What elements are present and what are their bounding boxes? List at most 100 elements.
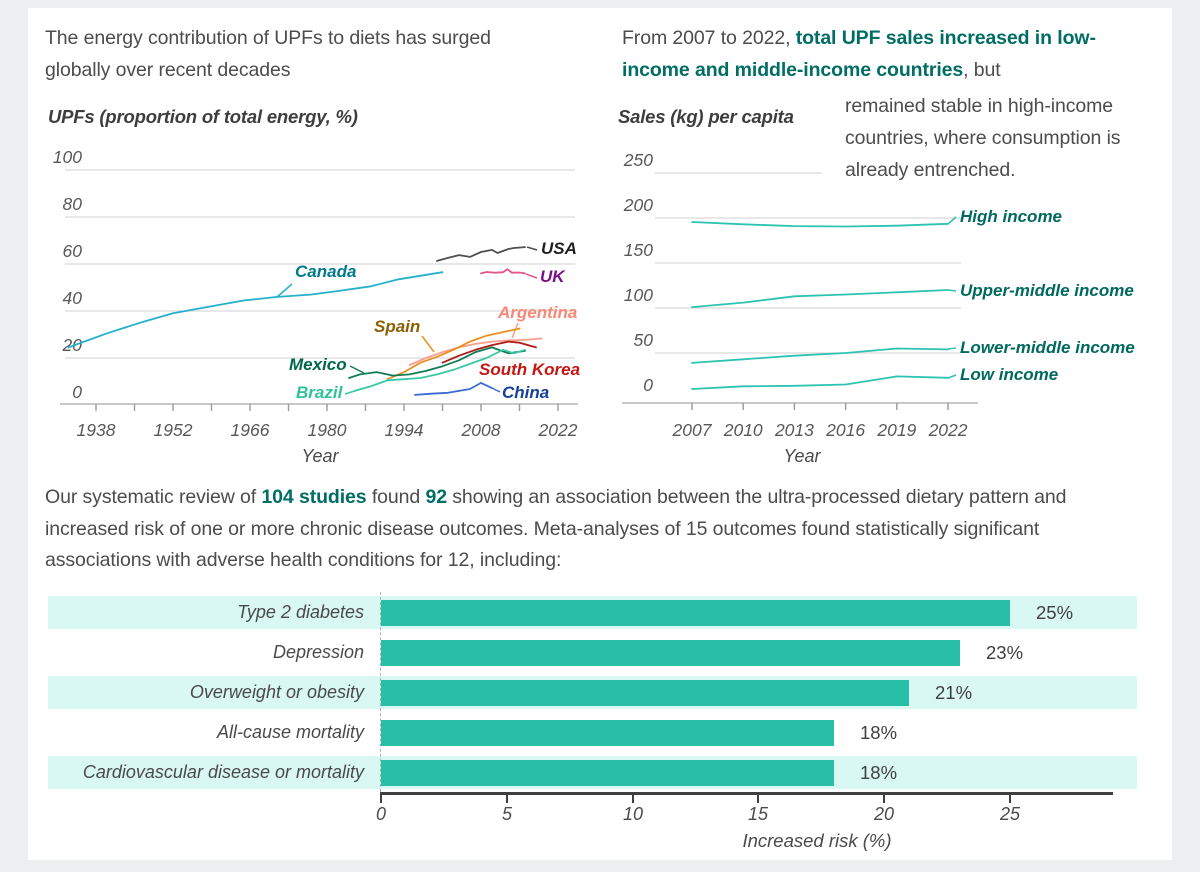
series-line-uk — [480, 268, 526, 275]
series-label-mexico: Mexico — [289, 355, 347, 374]
x-tick-label: 2019 — [876, 420, 916, 440]
x-tick-label: 2007 — [672, 420, 713, 440]
x-tick-label: 2010 — [723, 420, 763, 440]
x-tick-label: 1952 — [154, 420, 193, 440]
x-tick-label: 1966 — [231, 420, 270, 440]
series-line-lower-middle-income — [691, 347, 950, 364]
x-tick-label: 5 — [501, 804, 512, 824]
series-line-south-korea — [441, 340, 537, 364]
chart-title-sales: Sales (kg) per capita — [618, 106, 794, 127]
label-leader-line — [947, 289, 957, 292]
headline-sales-highlight: total UPF sales increased in low-income … — [622, 27, 1096, 81]
review-studies-count: 104 studies — [261, 486, 367, 508]
increased-risk-bar-chart: Type 2 diabetes 25% Depression 23% Overweigh… — [48, 588, 1152, 860]
x-tick-label: 1994 — [385, 420, 424, 440]
bar-category-label: Depression — [272, 642, 364, 662]
series-line-argentina — [408, 337, 543, 367]
series-line-canada — [67, 271, 444, 349]
review-seg3: found — [366, 486, 426, 508]
x-tick-label: 1980 — [308, 420, 347, 440]
zero-dashed-line — [380, 592, 381, 792]
headline-sales-seg3: , but — [963, 59, 1001, 81]
series-label-upper-middle-income: Upper-middle income — [960, 281, 1134, 300]
upf-sales-line-chart: 0 50 100 150 200 250 2007 2010 2013 2016 2019 2022 Y… — [622, 150, 1135, 466]
y-tick-label: 0 — [72, 382, 82, 402]
review-paragraph: Our systematic review of 104 studies fou… — [45, 482, 1145, 577]
series-label-spain: Spain — [374, 317, 420, 336]
series-line-usa — [436, 246, 526, 262]
y-tick-label: 60 — [63, 241, 83, 261]
series-label-argentina: Argentina — [497, 303, 577, 322]
series-line-brazil — [353, 348, 526, 392]
series-label-uk: UK — [540, 267, 566, 286]
x-axis-title: Year — [301, 446, 339, 466]
label-leader-line — [525, 273, 538, 279]
label-leader-line — [276, 283, 293, 298]
x-tick-label: 2008 — [461, 420, 501, 440]
series-line-china — [414, 381, 493, 396]
review-seg5: showing an association between the ultra… — [45, 486, 1067, 571]
label-leader-line — [947, 216, 957, 225]
content-card — [28, 8, 1172, 860]
series-label-brazil: Brazil — [296, 383, 344, 402]
series-line-high-income — [691, 221, 950, 228]
review-seg1: Our systematic review of — [45, 486, 262, 508]
bar-value-label: 18% — [860, 762, 898, 783]
bar-depression — [381, 639, 960, 666]
series-line-spain — [386, 327, 521, 381]
headline-sales: From 2007 to 2022, total UPF sales incre… — [622, 22, 1144, 86]
x-axis-line — [380, 792, 1113, 795]
x-axis-title: Year — [783, 446, 821, 466]
bar-category-label: Cardiovascular disease or mortality — [82, 762, 364, 782]
series-label-lower-middle-income: Lower-middle income — [960, 338, 1135, 357]
x-tick-label: 1938 — [77, 420, 116, 440]
bar-category-label: Overweight or obesity — [189, 682, 364, 702]
y-tick-label: 80 — [63, 194, 83, 214]
bar-value-label: 21% — [935, 682, 973, 703]
bar-value-label: 18% — [860, 722, 898, 743]
y-tick-label: 250 — [623, 150, 653, 170]
bar-value-label: 25% — [1036, 602, 1074, 623]
axis-tick — [632, 795, 634, 803]
series-label-high-income: High income — [960, 207, 1062, 226]
bar-type-2-diabetes — [381, 599, 1010, 626]
axis-tick — [506, 795, 508, 803]
y-tick-label: 50 — [634, 330, 654, 350]
series-label-south-korea: South Korea — [479, 360, 580, 379]
series-line-mexico — [348, 346, 526, 379]
x-tick-label: 2016 — [825, 420, 865, 440]
y-tick-label: 0 — [643, 375, 653, 395]
chart-title-upf-energy: UPFs (proportion of total energy, %) — [48, 106, 358, 127]
series-label-low-income: Low income — [960, 365, 1058, 384]
x-axis-title: Increased risk (%) — [742, 830, 892, 851]
label-leader-line — [526, 246, 538, 251]
headline-sales-continuation: remained stable in high-income countries… — [845, 95, 1121, 181]
bar-category-label: Type 2 diabetes — [237, 602, 364, 622]
axis-tick — [883, 795, 885, 803]
label-leader-line — [344, 388, 362, 395]
label-leader-line — [491, 387, 501, 393]
x-tick-label: 15 — [747, 804, 769, 824]
axis-tick — [380, 795, 382, 803]
label-leader-line — [421, 335, 435, 353]
label-leader-line — [947, 374, 957, 379]
series-label-usa: USA — [541, 239, 577, 258]
x-tick-label: 0 — [375, 804, 386, 824]
x-tick-label: 2022 — [538, 420, 578, 440]
review-positive-count: 92 — [425, 486, 447, 508]
y-tick-label: 40 — [63, 288, 83, 308]
y-tick-label: 100 — [624, 285, 653, 305]
axis-tick — [1009, 795, 1011, 803]
y-tick-label: 150 — [624, 240, 653, 260]
headline-sales-seg1: From 2007 to 2022, — [622, 27, 796, 49]
x-tick-label: 20 — [873, 804, 895, 824]
series-label-china: China — [502, 383, 549, 402]
bar-overweight-or-obesity — [381, 679, 909, 706]
series-line-low-income — [691, 375, 950, 390]
upf-energy-line-chart: 0 20 40 60 80 100 1938 1952 1966 1980 1994 2008 2022… — [53, 147, 580, 466]
x-tick-label: 25 — [999, 804, 1021, 824]
headline-energy-contribution: The energy contribution of UPFs to diets… — [45, 27, 491, 81]
label-leader-line — [349, 365, 365, 374]
bar-value-label: 23% — [986, 642, 1024, 663]
